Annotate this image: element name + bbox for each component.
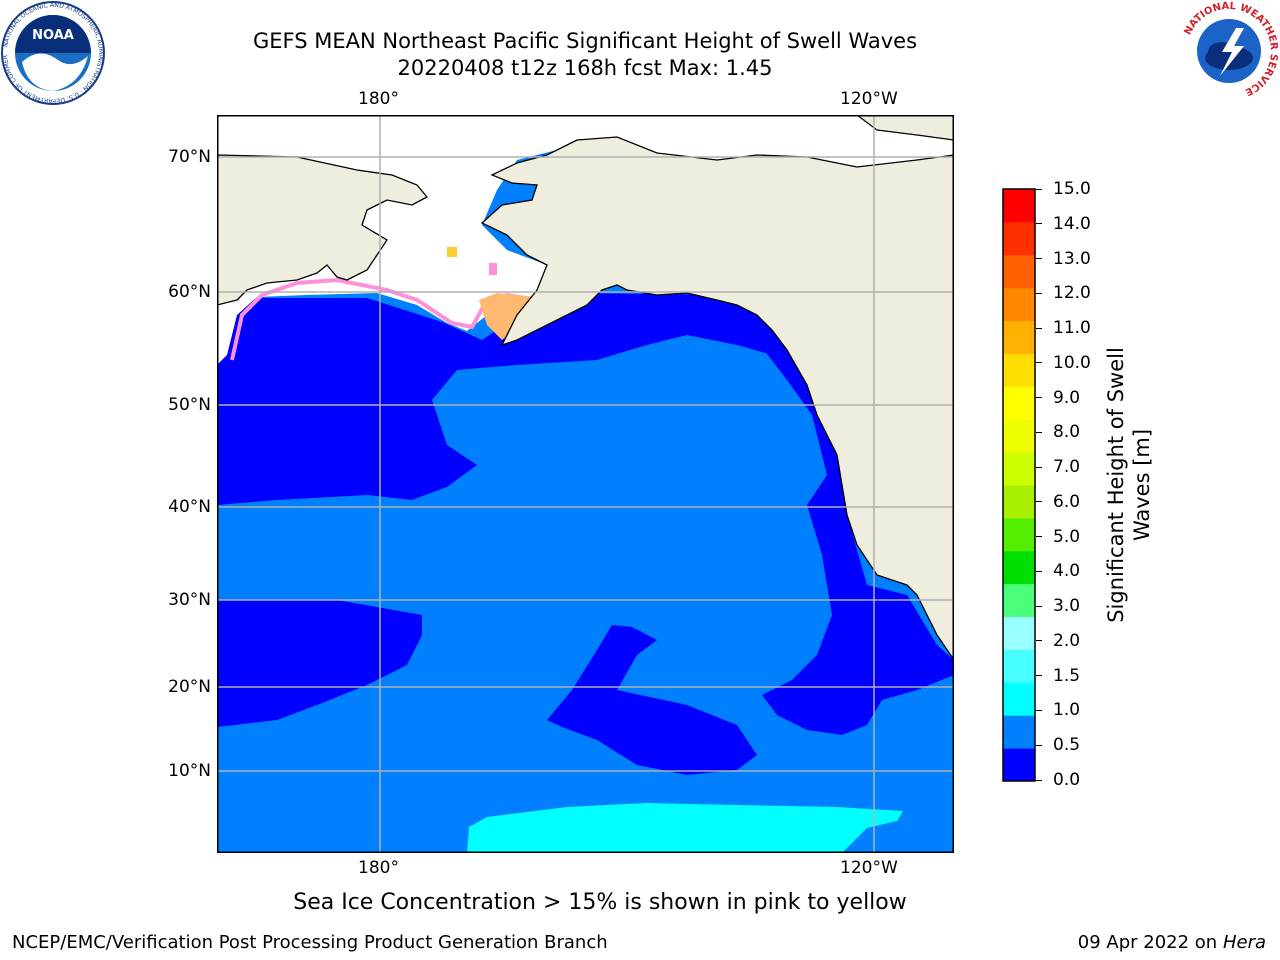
lat-tick-60n: 60°N — [168, 282, 211, 302]
sea-ice-note: Sea Ice Concentration > 15% is shown in … — [293, 890, 907, 915]
low-swell-northeast — [737, 315, 954, 735]
colorbar-tick-mark — [1036, 744, 1042, 746]
colorbar-tick-label: 12.0 — [1053, 283, 1091, 304]
colorbar-tick-label: 4.0 — [1053, 561, 1081, 582]
colorbar-segment — [1003, 485, 1035, 519]
colorbar-tick-label: 5.0 — [1053, 526, 1081, 547]
colorbar-tick-label: 14.0 — [1053, 213, 1091, 234]
colorbar-segment — [1003, 320, 1035, 354]
colorbar-segment — [1003, 189, 1035, 223]
colorbar-segment — [1003, 517, 1035, 552]
colorbar-tick-label: 0.5 — [1053, 735, 1081, 756]
map-title: GEFS MEAN Northeast Pacific Significant … — [252, 29, 918, 53]
colorbar-tick-mark — [1036, 362, 1042, 364]
svg-text:NOAA: NOAA — [32, 28, 74, 43]
colorbar-tick-label: 3.0 — [1053, 596, 1081, 617]
colorbar-tick-label: 15.0 — [1053, 179, 1091, 199]
colorbar-tick-mark — [1036, 570, 1042, 572]
colorbar-label-line1: Significant Height of Swell — [1104, 347, 1128, 623]
lon-tick-bottom-180: 180° — [358, 858, 399, 878]
sea-ice-pink-spot — [489, 263, 497, 275]
arctic-islands — [822, 115, 954, 141]
lon-tick-bottom-120w: 120°W — [840, 858, 898, 878]
colorbar-tick-label: 2.0 — [1053, 630, 1081, 651]
colorbar-segment — [1003, 452, 1035, 486]
lon-tick-top-180: 180° — [358, 89, 399, 109]
colorbar-segment — [1003, 583, 1035, 618]
colorbar-tick-mark — [1036, 397, 1042, 399]
colorbar-tick-mark — [1036, 431, 1042, 433]
low-swell-west — [217, 600, 422, 727]
colorbar-tick-mark — [1036, 779, 1042, 781]
gridlines — [217, 115, 954, 853]
lat-tick-30n: 30°N — [168, 590, 211, 610]
noaa-logo-icon: NATIONAL OCEANIC AND ATMOSPHERIC ADMINIS… — [0, 0, 105, 105]
colorbar-segment — [1003, 616, 1035, 650]
colorbar-tick-mark — [1036, 466, 1042, 468]
colorbar-tick-mark — [1036, 327, 1042, 329]
tropical-swell-band — [467, 803, 903, 853]
colorbar-tick-mark — [1036, 292, 1042, 294]
colorbar-tick-mark — [1036, 675, 1042, 677]
map-subtitle: 20220408 t12z 168h fcst Max: 1.45 — [397, 56, 773, 80]
colorbar-label-line2: Waves [m] — [1130, 428, 1154, 542]
colorbar-segment — [1003, 550, 1035, 585]
colorbar-segment — [1003, 649, 1035, 683]
footer-host: Hera — [1222, 932, 1266, 953]
colorbar-tick-label: 1.5 — [1053, 665, 1081, 686]
lat-tick-70n: 70°N — [168, 147, 211, 167]
colorbar-tick-mark — [1036, 605, 1042, 607]
colorbar-tick-label: 1.0 — [1053, 700, 1081, 721]
low-swell-north — [217, 293, 792, 505]
colorbar-tick-label: 7.0 — [1053, 457, 1081, 478]
footer-date: 09 Apr 2022 on Hera — [1077, 932, 1266, 953]
colorbar-tick-mark — [1036, 709, 1042, 711]
colorbar-tick-mark — [1036, 223, 1042, 225]
lon-tick-top-120w: 120°W — [840, 89, 898, 109]
colorbar-tick-label: 13.0 — [1053, 248, 1091, 269]
low-swell-hawaii — [547, 625, 757, 775]
colorbar-tick-label: 6.0 — [1053, 491, 1081, 512]
colorbar-tick-mark — [1036, 536, 1042, 538]
map-frame — [217, 115, 954, 853]
colorbar-segment — [1003, 287, 1035, 322]
colorbar-segment — [1003, 682, 1035, 716]
colorbar-segment — [1003, 419, 1035, 453]
colorbar-segment — [1003, 386, 1035, 420]
sea-ice-yellow-spot — [447, 247, 457, 257]
colorbar-tick-label: 8.0 — [1053, 422, 1081, 443]
colorbar-tick-label: 10.0 — [1053, 352, 1091, 373]
colorbar-segment — [1003, 221, 1035, 256]
colorbar-segment — [1003, 254, 1035, 289]
colorbar-segment — [1003, 715, 1035, 749]
colorbar-segment — [1003, 353, 1035, 387]
colorbar-tick-label: 0.0 — [1053, 770, 1081, 790]
lat-tick-10n: 10°N — [168, 761, 211, 781]
colorbar-tick-mark — [1036, 258, 1042, 260]
nws-logo-icon: NATIONAL WEATHER SERVICE — [1180, 1, 1279, 100]
colorbar — [1002, 188, 1036, 782]
colorbar-tick-mark — [1036, 501, 1042, 503]
north-america-land — [480, 136, 954, 662]
lat-tick-20n: 20°N — [168, 677, 211, 697]
asia-land — [217, 154, 429, 306]
lat-tick-40n: 40°N — [168, 497, 211, 517]
colorbar-tick-mark — [1036, 188, 1042, 190]
lat-tick-50n: 50°N — [168, 395, 211, 415]
colorbar-tick-label: 9.0 — [1053, 387, 1081, 408]
footer-branch: NCEP/EMC/Verification Post Processing Pr… — [12, 932, 608, 953]
map-area — [217, 115, 954, 853]
colorbar-tick-mark — [1036, 640, 1042, 642]
colorbar-tick-label: 11.0 — [1053, 318, 1091, 339]
arctic-ice-region — [217, 115, 954, 365]
colorbar-segment — [1003, 748, 1035, 782]
